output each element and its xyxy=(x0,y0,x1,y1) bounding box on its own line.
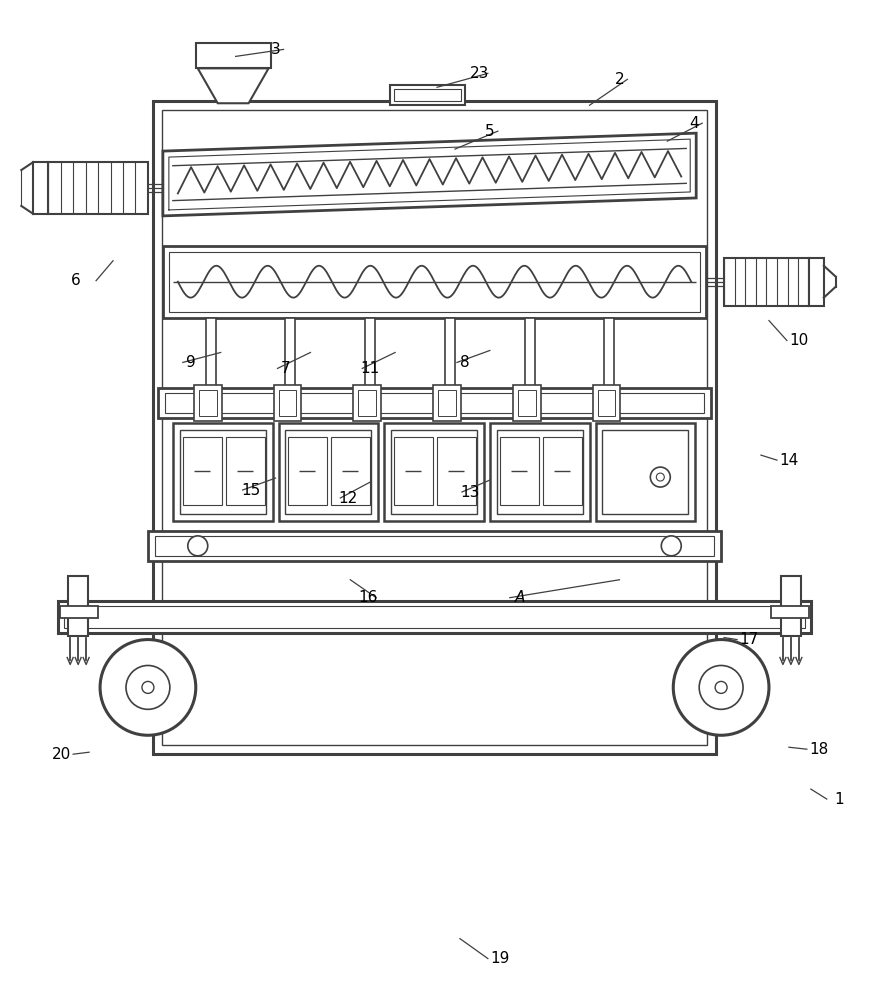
Text: 17: 17 xyxy=(739,632,758,647)
Polygon shape xyxy=(162,133,696,216)
Bar xyxy=(497,430,583,514)
Bar xyxy=(781,576,801,636)
Bar xyxy=(433,385,461,421)
Bar xyxy=(513,385,540,421)
Bar xyxy=(173,423,273,521)
Bar xyxy=(353,385,381,421)
Circle shape xyxy=(142,681,154,693)
Bar xyxy=(226,437,265,505)
Bar xyxy=(605,318,615,390)
Circle shape xyxy=(126,665,170,709)
Text: 18: 18 xyxy=(809,742,828,757)
Bar xyxy=(592,385,621,421)
Text: 10: 10 xyxy=(789,333,809,348)
Text: 14: 14 xyxy=(780,453,798,468)
Bar xyxy=(384,423,484,521)
Bar xyxy=(724,258,809,306)
Circle shape xyxy=(661,536,682,556)
Text: A: A xyxy=(515,590,525,605)
Text: 6: 6 xyxy=(72,273,81,288)
Bar xyxy=(602,430,688,514)
Bar xyxy=(598,390,615,416)
Bar xyxy=(285,430,371,514)
Text: 4: 4 xyxy=(690,116,699,131)
Bar xyxy=(183,437,222,505)
Polygon shape xyxy=(809,258,824,306)
Bar xyxy=(58,601,811,633)
Bar xyxy=(331,437,370,505)
Text: 3: 3 xyxy=(271,42,281,57)
Circle shape xyxy=(100,640,196,735)
Bar xyxy=(64,606,804,628)
Bar xyxy=(193,385,222,421)
Text: 9: 9 xyxy=(186,355,196,370)
Bar xyxy=(366,318,375,390)
Bar xyxy=(595,423,695,521)
Bar xyxy=(196,43,270,68)
Text: 12: 12 xyxy=(339,491,358,506)
Bar xyxy=(771,606,809,618)
Bar xyxy=(199,390,216,416)
Bar xyxy=(285,318,296,390)
Circle shape xyxy=(188,536,208,556)
Bar xyxy=(358,390,376,416)
Polygon shape xyxy=(198,68,268,103)
Circle shape xyxy=(673,640,769,735)
Text: 15: 15 xyxy=(241,483,260,498)
Text: 13: 13 xyxy=(460,485,479,500)
Bar xyxy=(155,536,714,556)
Bar xyxy=(165,393,704,413)
Circle shape xyxy=(656,473,664,481)
Bar xyxy=(490,423,590,521)
Text: 23: 23 xyxy=(470,66,489,81)
Text: 5: 5 xyxy=(485,124,494,139)
Bar xyxy=(148,531,721,561)
Text: 11: 11 xyxy=(360,361,380,376)
Polygon shape xyxy=(34,162,49,214)
Bar xyxy=(278,390,297,416)
Text: 19: 19 xyxy=(490,951,509,966)
Bar xyxy=(278,423,378,521)
Bar xyxy=(223,101,242,103)
Bar xyxy=(543,437,582,505)
Text: 7: 7 xyxy=(281,361,291,376)
Bar xyxy=(162,246,706,318)
Bar xyxy=(525,318,535,390)
Text: 2: 2 xyxy=(615,72,624,87)
Bar xyxy=(49,162,148,214)
Bar xyxy=(180,430,266,514)
Bar xyxy=(391,430,477,514)
Bar xyxy=(162,110,707,745)
Bar xyxy=(445,318,455,390)
Bar xyxy=(274,385,301,421)
Bar xyxy=(289,437,328,505)
Text: 20: 20 xyxy=(51,747,71,762)
Circle shape xyxy=(715,681,727,693)
Bar xyxy=(517,390,536,416)
Text: 8: 8 xyxy=(460,355,470,370)
Bar xyxy=(153,101,716,754)
Bar xyxy=(390,85,465,105)
Bar xyxy=(169,252,700,312)
Text: 1: 1 xyxy=(834,792,843,807)
Bar xyxy=(394,89,461,101)
Bar xyxy=(68,576,88,636)
Bar xyxy=(500,437,539,505)
Bar xyxy=(437,437,476,505)
Bar xyxy=(60,606,98,618)
Circle shape xyxy=(651,467,670,487)
Bar xyxy=(206,318,215,390)
Circle shape xyxy=(699,665,743,709)
Bar xyxy=(394,437,433,505)
Bar xyxy=(158,388,711,418)
Bar xyxy=(438,390,456,416)
Text: 16: 16 xyxy=(358,590,378,605)
